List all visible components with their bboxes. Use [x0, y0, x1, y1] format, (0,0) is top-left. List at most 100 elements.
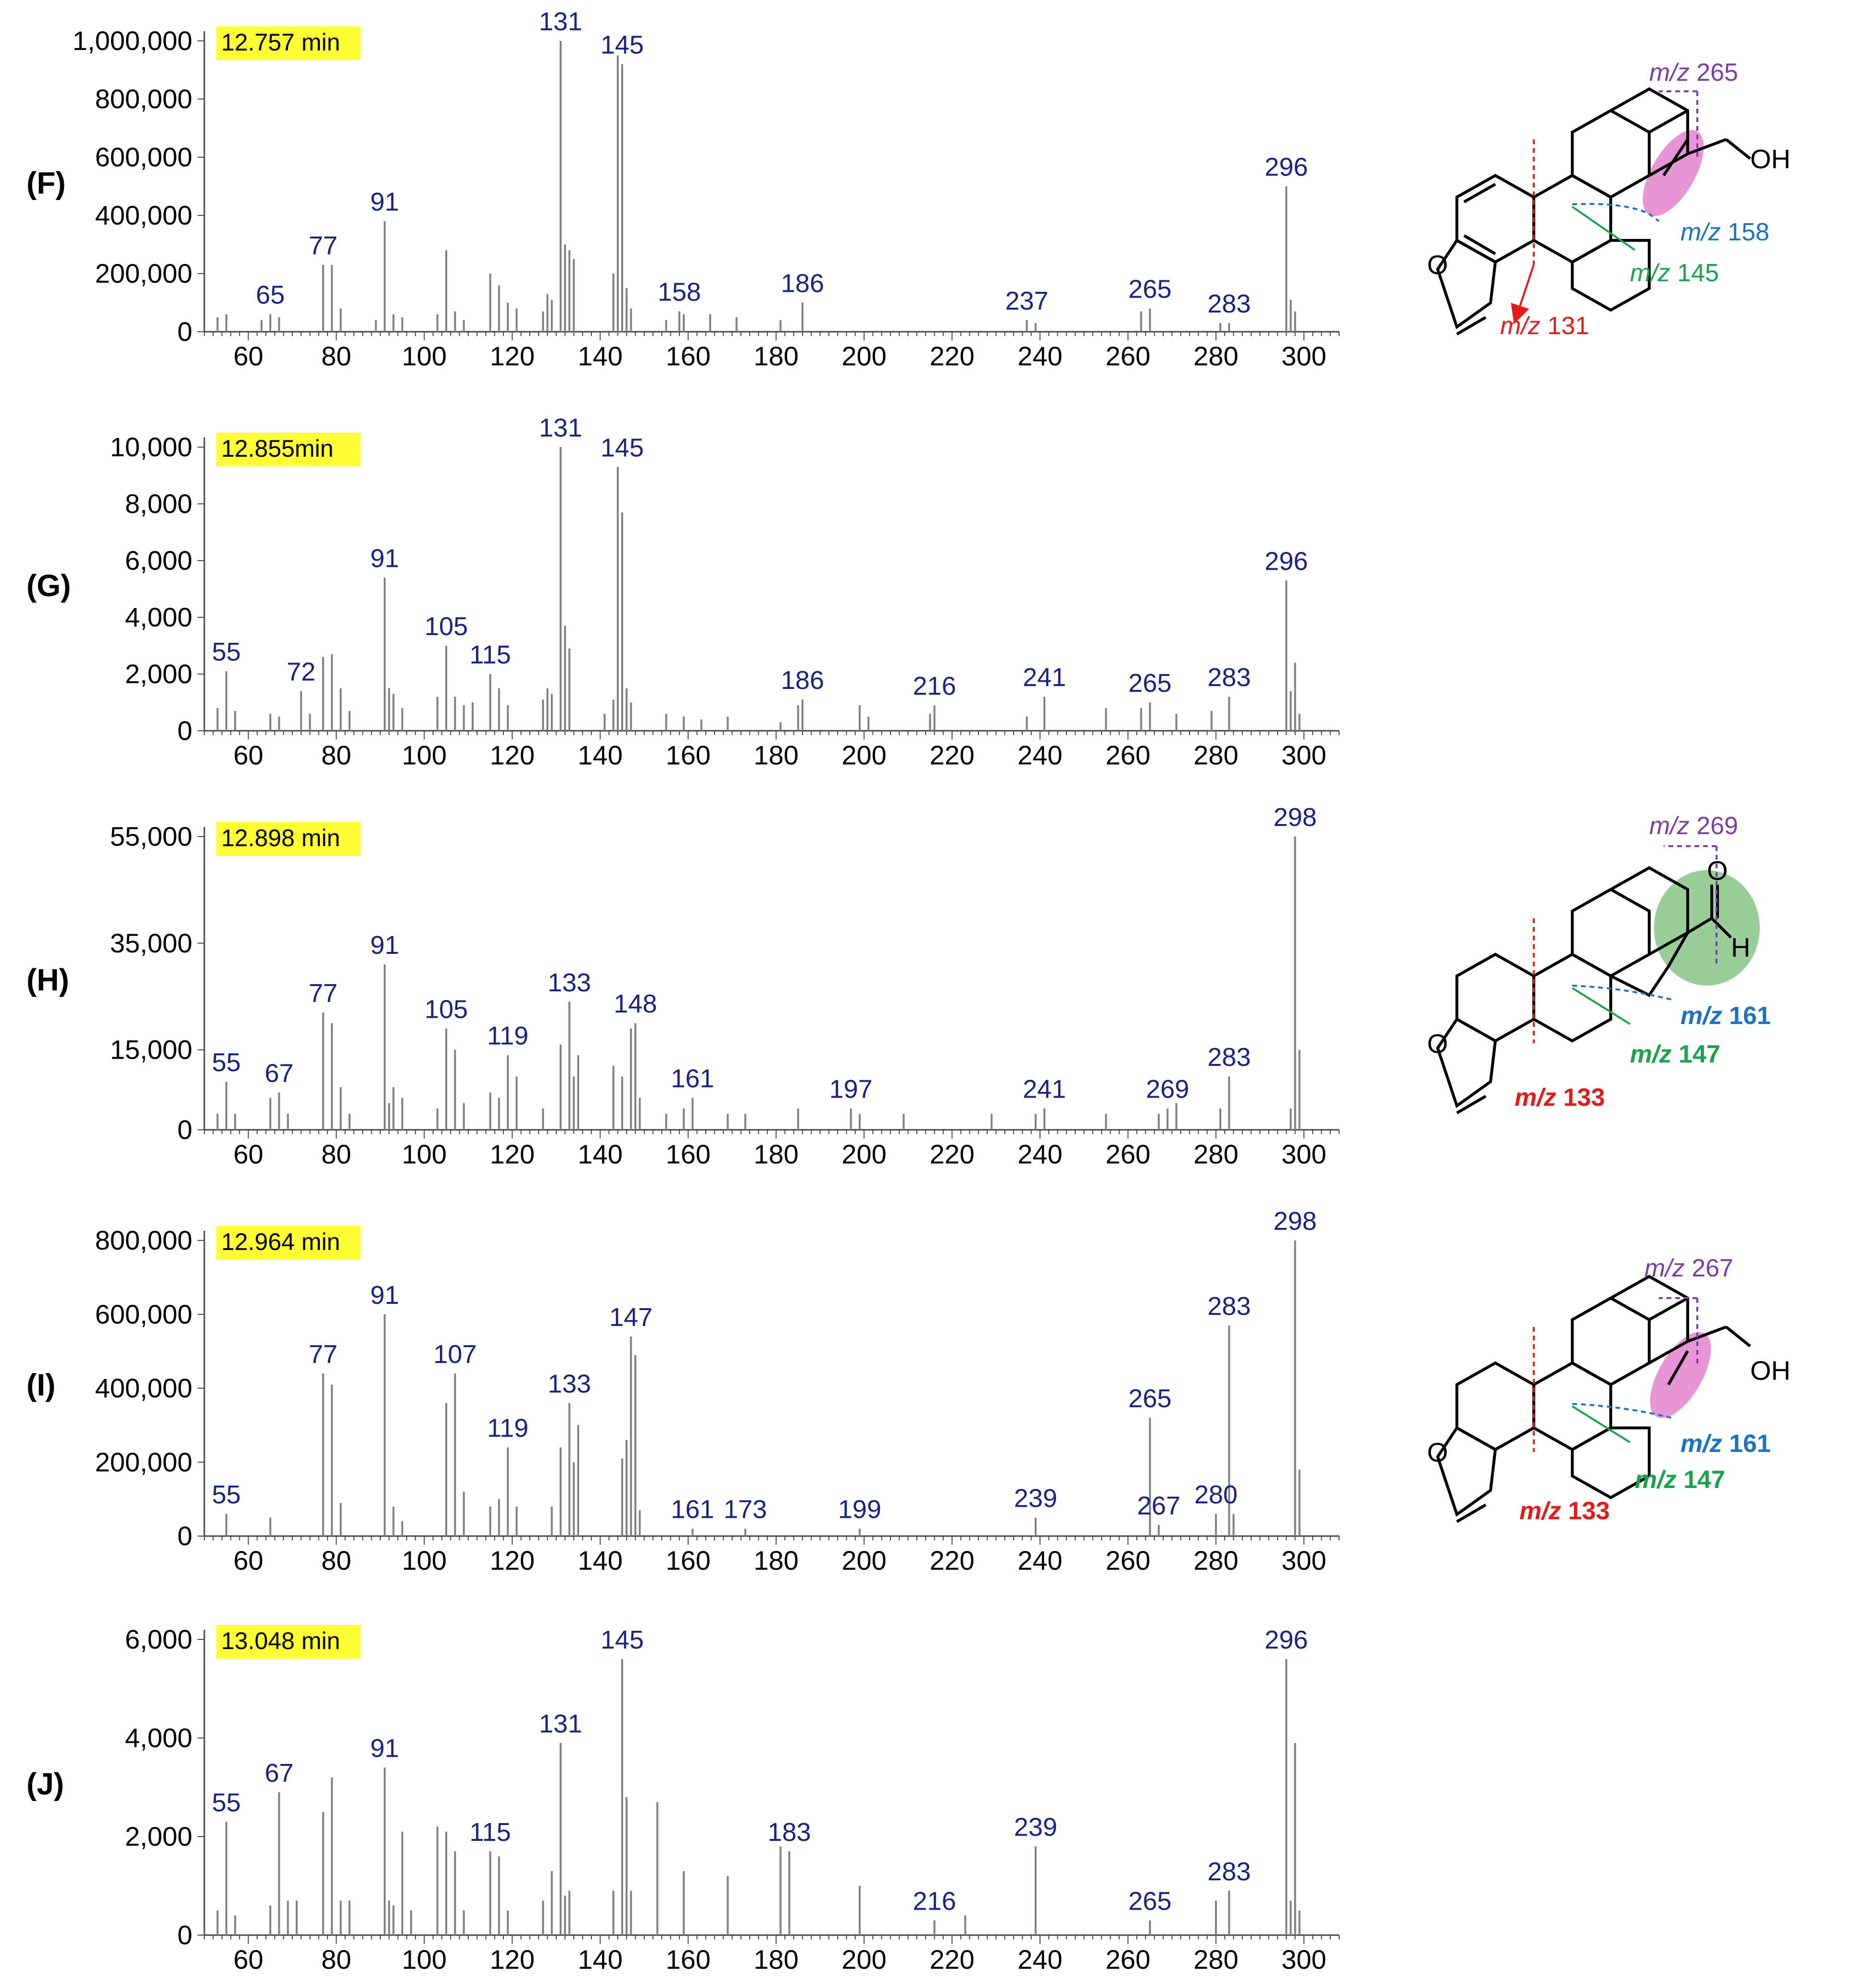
peak-label: 77 — [309, 979, 338, 1008]
y-tick-label: 15,000 — [110, 1035, 192, 1065]
hydroxyl-label: OH — [1750, 1355, 1791, 1386]
hydroxyl-label: OH — [1750, 144, 1791, 174]
x-tick-label: 180 — [753, 1139, 798, 1169]
y-tick-label: 0 — [177, 316, 192, 347]
x-tick-label: 300 — [1281, 740, 1326, 770]
x-tick-label: 300 — [1281, 1944, 1326, 1975]
spectrum-panel-1: 60 80 100 120 140 160 180 200 220 240 260 280 300 0 2,… — [26, 413, 1340, 770]
peak-label: 133 — [548, 1369, 591, 1398]
x-tick-label: 240 — [1017, 1545, 1062, 1575]
peak-label: 67 — [264, 1759, 293, 1788]
x-tick-label: 280 — [1193, 341, 1238, 371]
peak-label: 55 — [212, 638, 241, 666]
peak-label: 237 — [1005, 287, 1048, 315]
y-tick-label: 55,000 — [110, 821, 192, 851]
x-tick-label: 80 — [321, 740, 351, 770]
y-tick-label: 6,000 — [125, 1624, 192, 1654]
x-tick-label: 120 — [490, 1139, 535, 1169]
retention-time-highlight — [216, 26, 361, 60]
furan-oxygen: O — [1427, 1028, 1448, 1059]
y-tick-label: 8,000 — [125, 488, 192, 519]
x-tick-label: 160 — [665, 341, 710, 371]
x-tick-label: 80 — [321, 1139, 351, 1169]
spectra-panels: 60 80 100 120 140 160 180 200 220 240 260 280 300 0 20… — [26, 7, 1340, 1975]
x-tick-label: 60 — [233, 1139, 263, 1169]
x-tick-label: 80 — [321, 341, 351, 371]
panel-label: (F) — [26, 166, 66, 200]
x-tick-label: 140 — [578, 341, 623, 371]
x-tick-label: 200 — [841, 1944, 886, 1975]
x-tick-label: 120 — [490, 740, 535, 770]
peak-label: 183 — [768, 1818, 811, 1847]
x-tick-label: 280 — [1193, 740, 1238, 770]
x-tick-label: 220 — [929, 740, 974, 770]
x-tick-label: 160 — [665, 1545, 710, 1575]
spectrum-panel-2: 60 80 100 120 140 160 180 200 220 240 260 280 300 0 15… — [26, 803, 1340, 1169]
x-tick-label: 100 — [402, 1545, 447, 1575]
peak-label: 186 — [781, 269, 824, 298]
peak-label: 105 — [425, 995, 468, 1024]
peak-label: 216 — [913, 672, 956, 700]
x-tick-label: 140 — [578, 1545, 623, 1575]
svg-text:m/z 133: m/z 133 — [1519, 1497, 1610, 1525]
x-tick-label: 140 — [578, 740, 623, 770]
peak-label: 216 — [913, 1887, 956, 1915]
x-tick-label: 260 — [1105, 1545, 1150, 1575]
x-tick-label: 140 — [578, 1139, 623, 1169]
x-tick-label: 260 — [1105, 740, 1150, 770]
x-tick-label: 160 — [665, 740, 710, 770]
x-tick-label: 220 — [929, 1545, 974, 1575]
peak-label: 131 — [539, 1709, 582, 1738]
y-tick-label: 1,000,000 — [73, 25, 192, 56]
x-tick-label: 200 — [841, 1139, 886, 1169]
panel-label: (J) — [26, 1767, 64, 1801]
svg-text:m/z 161: m/z 161 — [1680, 1430, 1771, 1458]
structure-f: O OH m/z 265 m/z 158 m/z 145 m/z 131 — [1427, 59, 1791, 340]
svg-text:m/z 145: m/z 145 — [1630, 259, 1719, 287]
spectrum-panel-4: 60 80 100 120 140 160 180 200 220 240 260 280 300 0 2,… — [26, 1624, 1340, 1975]
peak-label: 296 — [1265, 547, 1308, 575]
x-tick-label: 300 — [1281, 1139, 1326, 1169]
peak-label: 283 — [1207, 1043, 1251, 1072]
x-tick-label: 240 — [1017, 341, 1062, 371]
x-tick-label: 280 — [1193, 1944, 1238, 1975]
x-tick-label: 280 — [1193, 1139, 1238, 1169]
peak-label: 186 — [781, 666, 824, 695]
x-tick-label: 160 — [665, 1139, 710, 1169]
peak-label: 241 — [1023, 1075, 1066, 1104]
peak-label: 77 — [309, 231, 338, 260]
retention-time-highlight — [216, 1625, 361, 1659]
x-tick-label: 60 — [233, 740, 263, 770]
x-tick-label: 240 — [1017, 740, 1062, 770]
peak-label: 119 — [487, 1022, 528, 1050]
y-tick-label: 0 — [177, 1521, 192, 1551]
y-tick-label: 10,000 — [110, 432, 192, 462]
svg-text:m/z 269: m/z 269 — [1649, 812, 1738, 840]
panel-label: (I) — [26, 1368, 55, 1402]
aldehyde-hydrogen: H — [1731, 932, 1750, 963]
peak-label: 133 — [548, 968, 591, 997]
peak-label: 239 — [1014, 1484, 1057, 1513]
peak-label: 91 — [370, 931, 399, 960]
peak-label: 283 — [1207, 663, 1251, 692]
peak-label: 131 — [539, 7, 582, 36]
peak-label: 296 — [1265, 1625, 1308, 1654]
peak-label: 265 — [1128, 1887, 1172, 1915]
x-tick-label: 300 — [1281, 1545, 1326, 1575]
highlight-ellipse — [1642, 130, 1704, 216]
peak-label: 296 — [1265, 153, 1308, 182]
peak-label: 55 — [212, 1788, 241, 1817]
retention-time-highlight — [216, 1226, 361, 1260]
x-tick-label: 200 — [841, 341, 886, 371]
aldehyde-oxygen: O — [1707, 855, 1728, 886]
peak-label: 147 — [609, 1303, 652, 1332]
peak-label: 161 — [671, 1064, 714, 1093]
x-tick-label: 220 — [929, 1944, 974, 1975]
peak-label: 77 — [309, 1340, 338, 1369]
y-tick-label: 2,000 — [125, 659, 192, 689]
y-tick-label: 200,000 — [95, 258, 192, 288]
fragment-labels: m/z 269 m/z 161 m/z 147 m/z 133 — [1515, 812, 1771, 1112]
y-tick-label: 0 — [177, 1920, 192, 1950]
y-tick-label: 4,000 — [125, 602, 192, 632]
